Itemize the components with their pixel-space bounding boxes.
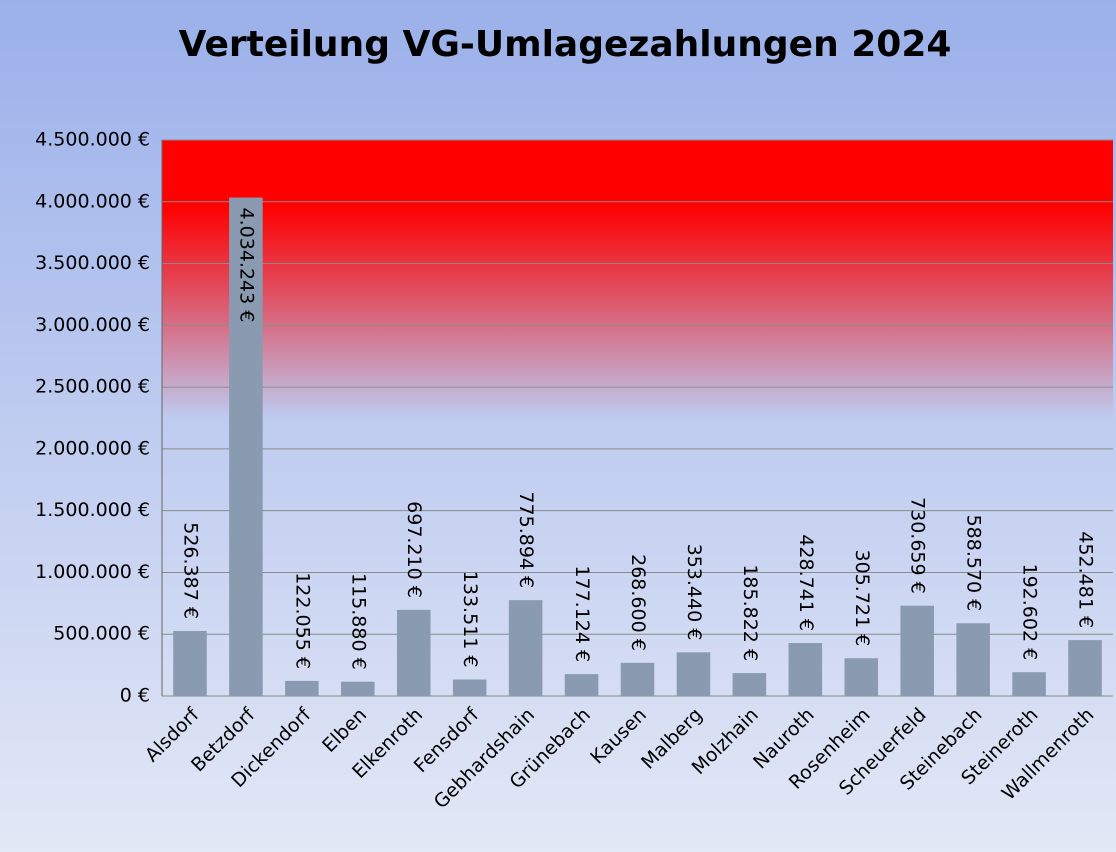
value-label: 452.481 €: [1075, 531, 1097, 628]
bar: [900, 605, 934, 696]
y-tick-label: 500.000 €: [53, 623, 150, 645]
y-tick-label: 4.500.000 €: [35, 129, 150, 151]
value-label: 697.210 €: [403, 501, 425, 598]
bar: [285, 680, 319, 696]
value-label: 115.880 €: [347, 573, 369, 670]
plot-area: [162, 140, 1113, 696]
value-label: 353.440 €: [683, 544, 705, 641]
bar: [508, 600, 543, 696]
bar: [173, 630, 207, 696]
bar: [229, 197, 263, 696]
value-label: 730.659 €: [907, 497, 929, 594]
bar: [564, 674, 599, 696]
value-label: 185.822 €: [739, 564, 761, 661]
value-label: 268.600 €: [627, 554, 649, 651]
bar: [396, 609, 431, 696]
chart-title: Verteilung VG-Umlagezahlungen 2024: [179, 24, 952, 65]
bar: [341, 681, 375, 696]
y-tick-label: 3.500.000 €: [35, 252, 150, 274]
bar: [452, 679, 487, 696]
y-tick-label: 1.500.000 €: [35, 499, 150, 521]
bar: [956, 623, 990, 696]
value-label: 122.055 €: [291, 572, 313, 669]
y-tick-label: 2.500.000 €: [35, 376, 150, 398]
value-label: 192.602 €: [1019, 563, 1041, 660]
value-label: 526.387 €: [179, 522, 201, 619]
bar: [844, 658, 879, 696]
y-tick-label: 1.000.000 €: [35, 561, 150, 583]
y-tick-label: 2.000.000 €: [35, 437, 150, 459]
bar: [732, 673, 767, 696]
bar: [620, 662, 655, 696]
value-label: 305.721 €: [851, 550, 873, 647]
value-label: 775.894 €: [515, 491, 537, 588]
value-label: 177.124 €: [571, 565, 593, 662]
bar: [676, 652, 711, 696]
y-tick-label: 3.000.000 €: [35, 314, 150, 336]
y-tick-label: 0 €: [120, 685, 150, 707]
bar: [1068, 640, 1102, 696]
value-label: 588.570 €: [963, 515, 985, 612]
value-label: 133.511 €: [459, 571, 481, 668]
bar: [1012, 672, 1046, 696]
value-label: 4.034.243 €: [235, 208, 257, 323]
value-label: 428.741 €: [795, 534, 817, 631]
y-tick-label: 4.000.000 €: [35, 190, 150, 212]
bar: [788, 643, 823, 696]
